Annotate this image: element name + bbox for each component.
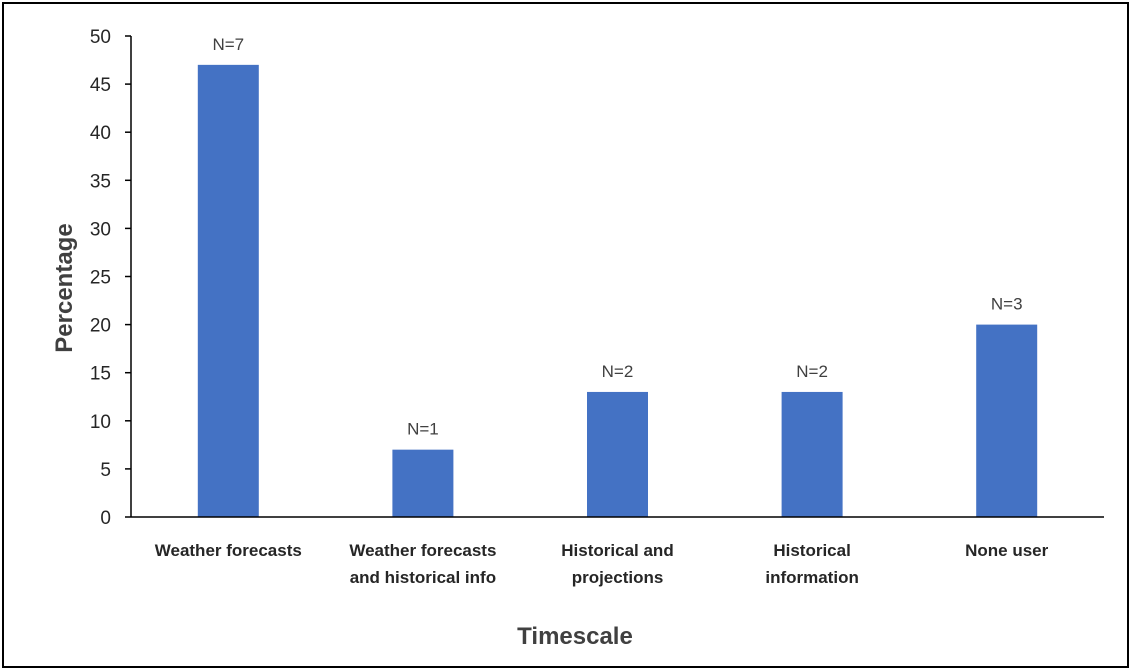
x-category-label: Historical information [765, 541, 859, 587]
bar [781, 391, 843, 517]
bar [197, 64, 259, 518]
y-tick-label: 30 [90, 219, 111, 240]
x-category-label: None user [965, 541, 1049, 560]
bar-data-label: N=2 [796, 362, 828, 381]
y-axis-ticks: 0 5 10 15 20 25 30 35 40 45 50 [90, 27, 131, 529]
y-tick-label: 35 [90, 171, 111, 192]
bar [976, 324, 1038, 517]
bars [197, 64, 1038, 518]
y-tick-label: 15 [90, 364, 111, 385]
bar-data-label: N=3 [991, 295, 1023, 314]
y-tick-label: 10 [90, 412, 111, 433]
x-axis-categories: Weather forecasts Weather forecasts and hi… [155, 541, 1049, 587]
y-tick-label: 0 [100, 508, 111, 529]
x-category-label: Weather forecasts [155, 541, 302, 560]
y-tick-label: 45 [90, 75, 111, 96]
bar [392, 449, 454, 517]
x-category-label: Weather forecasts and historical info [349, 541, 496, 587]
y-tick-label: 5 [100, 460, 111, 481]
bar-data-label: N=7 [212, 35, 244, 54]
y-tick-label: 20 [90, 316, 111, 337]
x-category-label: Historical and projections [561, 541, 673, 587]
bar [587, 391, 648, 517]
bar-data-label: N=2 [602, 362, 634, 381]
x-axis-title: Timescale [517, 623, 633, 650]
y-tick-label: 50 [90, 27, 111, 48]
bar-data-label: N=1 [407, 420, 439, 439]
y-axis-title: Percentage [51, 223, 78, 352]
y-tick-label: 25 [90, 268, 111, 289]
data-labels: N=7 N=1 N=2 N=2 N=3 [212, 35, 1022, 439]
y-tick-label: 40 [90, 123, 111, 144]
